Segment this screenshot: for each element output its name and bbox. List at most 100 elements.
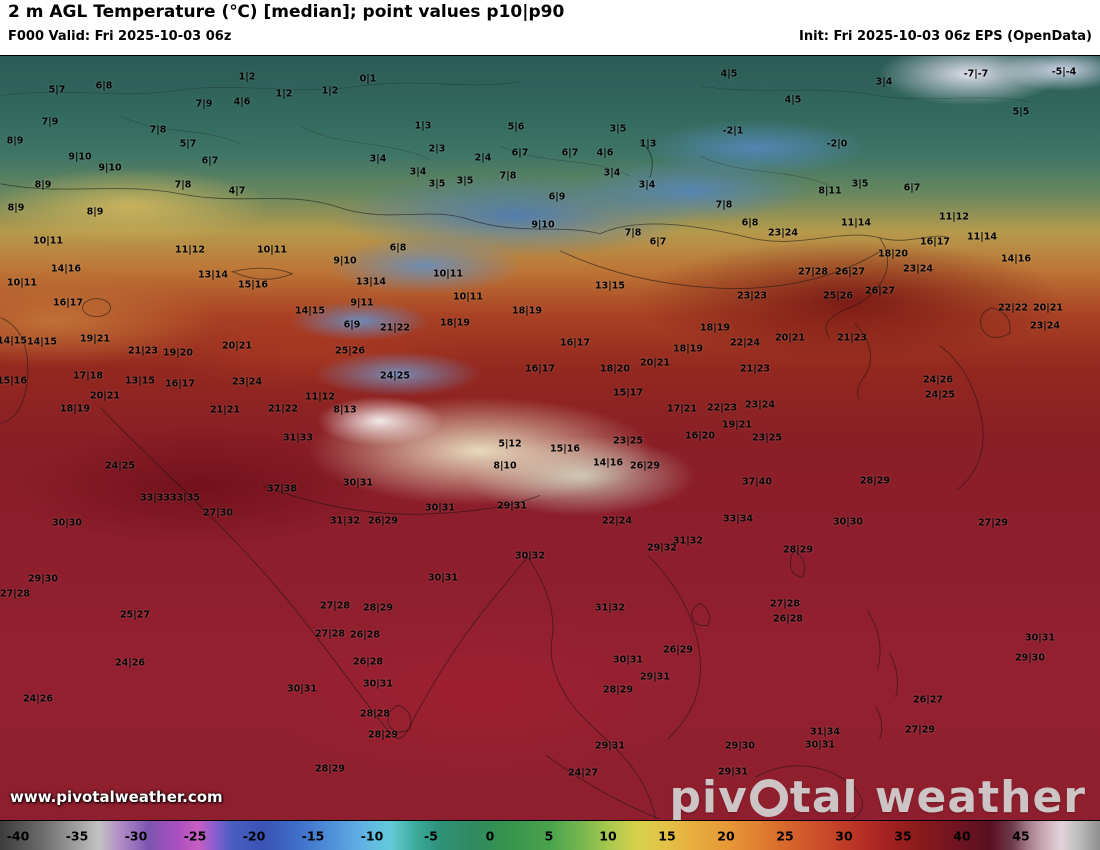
point-value: 29|30 (725, 740, 755, 752)
point-value: 3|5 (456, 175, 474, 187)
scale-tick-label: 5 (544, 828, 554, 843)
watermark-text-left: piv (669, 772, 748, 820)
point-value: 19|21 (80, 333, 110, 345)
point-value: 37|38 (267, 483, 297, 495)
scale-tick-label: 35 (894, 828, 912, 843)
point-value: 21|23 (128, 345, 158, 357)
point-value: 3|4 (638, 179, 656, 191)
point-value: 18|19 (700, 322, 730, 334)
point-value: 9|10 (333, 255, 357, 267)
point-value: 2|4 (474, 152, 492, 164)
point-value: 6|7 (561, 147, 579, 159)
point-value: 23|25 (613, 435, 643, 447)
point-value: 11|12 (305, 391, 335, 403)
point-value: 30|30 (52, 517, 82, 529)
point-value: 37|40 (742, 476, 772, 488)
point-value: 30|31 (428, 572, 458, 584)
point-value: 26|28 (353, 656, 383, 668)
point-value: 3|4 (603, 167, 621, 179)
point-value: 29|31 (497, 500, 527, 512)
header: 2 m AGL Temperature (℃) [median]; point … (0, 0, 1100, 55)
point-value: 23|24 (903, 263, 933, 275)
point-value: 7|9 (41, 116, 59, 128)
point-value: 5|7 (48, 84, 66, 96)
point-value: 8|9 (7, 202, 25, 214)
point-value: 27|28 (0, 588, 30, 600)
point-value: 30|31 (287, 683, 317, 695)
point-value: 16|17 (53, 297, 83, 309)
map-canvas: 5|7 6|8 1|2 1|2 1|2 0|1 4|5 3|4 -7|-7 -5|-4 7|9 4|6… (0, 55, 1100, 820)
scale-tick-label: 0 (485, 828, 495, 843)
point-value: 33|35 (170, 492, 200, 504)
point-value: 24|25 (105, 460, 135, 472)
point-value: 6|9 (548, 191, 566, 203)
point-value: 8|11 (818, 185, 842, 197)
scale-tick-label: 30 (835, 828, 853, 843)
pivotal-weather-watermark: piv tal weather (670, 776, 1086, 820)
point-value: 18|19 (60, 403, 90, 415)
point-value: -7|-7 (963, 68, 989, 80)
point-value: 31|33 (283, 432, 313, 444)
point-value: 23|24 (1030, 320, 1060, 332)
point-value: 7|8 (715, 199, 733, 211)
country-borders (0, 81, 1030, 820)
point-value: 10|11 (7, 277, 37, 289)
scale-tick-label: -25 (183, 828, 207, 843)
point-value: 1|2 (275, 88, 293, 100)
point-value: 20|21 (775, 332, 805, 344)
point-value: 22|24 (730, 337, 760, 349)
point-value: 14|15 (27, 336, 57, 348)
point-value: 8|9 (86, 206, 104, 218)
point-value: 26|28 (773, 613, 803, 625)
scale-tick-label: 15 (658, 828, 676, 843)
point-value: 10|11 (33, 235, 63, 247)
point-value: 27|29 (978, 517, 1008, 529)
point-value: 3|4 (409, 166, 427, 178)
point-value: 26|28 (350, 629, 380, 641)
init-time-label: Init: Fri 2025-10-03 06z EPS (OpenData) (799, 29, 1092, 44)
point-value: 28|28 (360, 708, 390, 720)
point-value: 6|8 (741, 217, 759, 229)
point-value: 24|26 (23, 693, 53, 705)
page-title: 2 m AGL Temperature (℃) [median]; point … (8, 2, 565, 22)
point-value: 3|4 (875, 76, 893, 88)
point-value: 13|15 (595, 280, 625, 292)
point-value: 14|16 (51, 263, 81, 275)
point-value: 27|28 (315, 628, 345, 640)
point-value: 8|9 (34, 179, 52, 191)
point-value: 5|7 (179, 138, 197, 150)
point-value: 8|13 (333, 404, 357, 416)
point-value: 18|20 (878, 248, 908, 260)
point-value: 0|1 (359, 73, 377, 85)
point-value: 15|17 (613, 387, 643, 399)
point-value: 14|15 (0, 335, 27, 347)
point-value: 24|26 (115, 657, 145, 669)
point-value: 5|6 (507, 121, 525, 133)
point-value: 27|30 (203, 507, 233, 519)
point-value: 14|16 (593, 457, 623, 469)
point-value: 9|11 (350, 297, 374, 309)
scale-tick-label: -15 (301, 828, 325, 843)
point-value: 17|18 (73, 370, 103, 382)
point-value: 8|10 (493, 460, 517, 472)
point-value: 7|8 (499, 170, 517, 182)
watermark-text-right: tal weather (789, 772, 1086, 820)
point-value: 6|8 (95, 80, 113, 92)
point-value: 21|23 (837, 332, 867, 344)
point-value: 13|15 (125, 375, 155, 387)
point-value: 8|9 (6, 135, 24, 147)
point-value: 30|30 (833, 516, 863, 528)
point-value: 25|27 (120, 609, 150, 621)
point-value: 26|27 (913, 694, 943, 706)
point-value: 20|21 (90, 390, 120, 402)
point-value: 27|28 (798, 266, 828, 278)
point-value: 23|24 (768, 227, 798, 239)
point-value: 3|5 (428, 178, 446, 190)
point-value: 3|4 (369, 153, 387, 165)
point-value: 3|5 (609, 123, 627, 135)
pivotal-logo-o-icon (749, 779, 788, 817)
point-value: 7|9 (195, 98, 213, 110)
point-value: 24|25 (380, 370, 410, 382)
point-value: 1|3 (639, 138, 657, 150)
